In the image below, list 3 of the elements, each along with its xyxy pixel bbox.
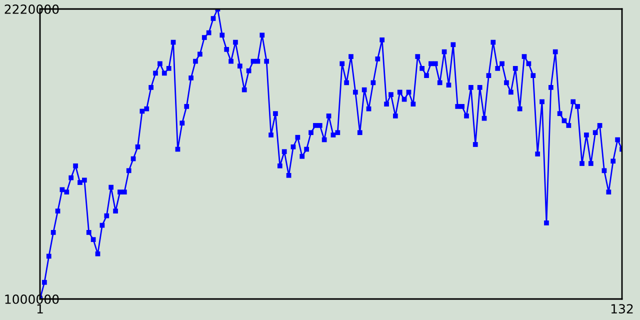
x-tick-label: 1 — [37, 304, 43, 314]
x-tick-label: 132 — [611, 304, 633, 314]
y-tick-label: 2220000 — [4, 4, 59, 14]
